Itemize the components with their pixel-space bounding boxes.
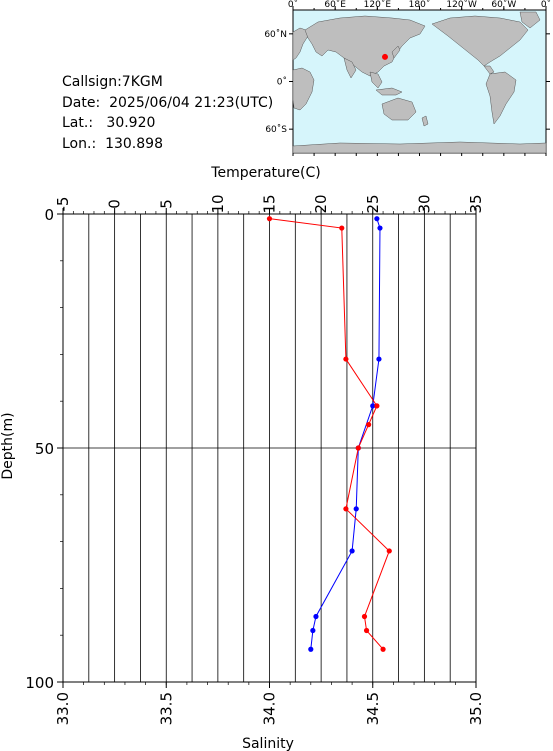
- temperature-point: [374, 216, 380, 222]
- map-lon-tick-label: 0˚: [541, 0, 551, 10]
- salinity-axis: 33.0 33.5 34.0 34.5 35.0: [54, 682, 485, 725]
- date-value: 2025/06/04 21:23(UTC): [109, 94, 274, 111]
- depth-axis: 0 50 100: [25, 206, 63, 692]
- map-land: [292, 11, 547, 154]
- temperature-point: [310, 627, 316, 634]
- lat-value: 30.920: [106, 115, 156, 131]
- land-greenland: [519, 11, 541, 29]
- callsign-line: Callsign:7KGM: [62, 72, 273, 93]
- salinity-point: [361, 613, 368, 620]
- temperature-point: [376, 356, 382, 362]
- land-indonesia: [375, 87, 403, 96]
- temperature-point: [377, 225, 383, 231]
- map-lon-tick-label: 120˚E: [364, 0, 392, 10]
- chart-series: [266, 216, 392, 652]
- salinity-tick-label: 35.0: [467, 692, 485, 725]
- temperature-series-line: [310, 218, 381, 650]
- chart-grid: [63, 214, 476, 682]
- land-north-america: [431, 15, 529, 67]
- salinity-point: [380, 646, 386, 652]
- salinity-point: [386, 548, 392, 554]
- station-info: Callsign:7KGM Date: 2025/06/04 21:23(UTC…: [62, 72, 273, 154]
- date-label: Date:: [62, 94, 101, 111]
- temperature-point: [313, 613, 319, 620]
- lat-label: Lat.:: [62, 115, 94, 131]
- land-africa: [292, 67, 315, 111]
- land-australia: [381, 97, 417, 121]
- salinity-point: [363, 627, 370, 634]
- temperature-tick-label: 5: [157, 199, 175, 209]
- land-antarctica: [292, 141, 547, 154]
- salinity-tick-label: 33.0: [54, 692, 72, 725]
- salinity-point: [355, 445, 361, 451]
- land-africa-europe: [292, 27, 309, 61]
- salinity-point: [266, 216, 273, 222]
- map-ticks: 0˚ 60˚E 120˚E 180˚ 120˚W 60˚W 0˚ 60˚N 0˚ 60˚S: [264, 0, 551, 156]
- lat-line: Lat.: 30.920: [62, 113, 273, 134]
- temperature-tick-label: 0: [106, 199, 124, 209]
- temperature-point: [370, 403, 376, 409]
- salinity-point: [339, 225, 345, 231]
- salinity-point: [343, 356, 349, 362]
- map-lon-tick-label: 60˚W: [491, 0, 516, 10]
- salinity-tick-label: 34.0: [261, 692, 279, 725]
- temperature-point: [355, 445, 361, 451]
- salinity-tick-label: 34.5: [364, 692, 382, 725]
- map-lat-tick-label: 60˚N: [264, 29, 287, 40]
- land-south-america: [485, 71, 517, 125]
- salinity-tick-label: 33.5: [157, 692, 175, 725]
- land-se-asia: [369, 71, 383, 89]
- land-new-zealand: [421, 115, 429, 127]
- station-marker: [381, 53, 388, 60]
- date-line: Date: 2025/06/04 21:23(UTC): [62, 93, 273, 114]
- depth-tick-label: 0: [44, 206, 54, 224]
- land-central-america: [483, 65, 495, 75]
- depth-tick-label: 50: [35, 440, 54, 458]
- plot-frame: [62, 213, 477, 683]
- map-lon-tick-label: 60˚E: [324, 0, 346, 10]
- map-lon-tick-label: 180˚: [409, 0, 431, 10]
- lon-value: 130.898: [105, 135, 163, 152]
- temperature-point: [349, 548, 355, 554]
- land-india: [343, 57, 357, 79]
- depth-tick-label: 100: [25, 674, 54, 692]
- map-lon-tick-label: 0˚: [288, 0, 298, 10]
- lon-label: Lon.:: [62, 135, 97, 152]
- salinity-point: [366, 422, 372, 428]
- salinity-point: [343, 506, 349, 512]
- depth-axis-label: Depth(m): [0, 412, 16, 479]
- callsign-label: Callsign:: [62, 74, 122, 90]
- temperature-point: [308, 646, 314, 652]
- salinity-series-line: [269, 218, 390, 650]
- map-lat-tick-label: 60˚S: [265, 124, 287, 135]
- callsign-value: 7KGM: [121, 74, 163, 90]
- salinity-axis-label: Salinity: [242, 736, 294, 751]
- world-map: 0˚ 60˚E 120˚E 180˚ 120˚W 60˚W 0˚ 60˚N 0˚ 60˚S: [264, 0, 551, 156]
- map-lon-tick-label: 120˚W: [446, 0, 477, 10]
- salinity-point: [374, 403, 380, 409]
- temperature-point: [353, 506, 359, 512]
- land-eurasia: [304, 15, 426, 77]
- map-lat-tick-label: 0˚: [277, 77, 287, 88]
- land-japan: [391, 45, 401, 59]
- lon-line: Lon.: 130.898: [62, 134, 273, 155]
